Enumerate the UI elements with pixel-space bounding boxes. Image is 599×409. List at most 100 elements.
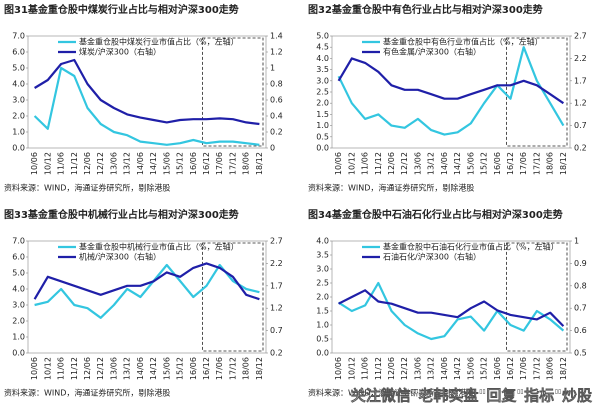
y-tick-label: 3.0 [316,265,329,274]
y2-tick-label: 0.6 [574,326,587,335]
x-tick-label: 11/06 [57,357,66,380]
y-tick-label: 4.0 [316,237,329,246]
x-tick-label: 10/12 [347,357,356,380]
x-tick-label: 14/12 [149,357,158,380]
y-tick-label: 1.0 [12,333,25,342]
x-tick-label: 10/12 [43,357,52,380]
x-tick-label: 14/12 [453,152,462,175]
x-tick-label: 12/06 [83,357,92,380]
x-tick-label: 13/06 [109,357,118,380]
x-tick-label: 18/12 [559,357,568,380]
y-tick-label: 1.0 [316,321,329,330]
y2-tick-label: 1.2 [574,99,587,108]
watermark: 关注微信"老韩实盘"回复"指标"炒股 [351,387,593,405]
x-tick-label: 17/06 [215,357,224,380]
x-tick-label: 11/12 [70,357,79,380]
x-tick-label: 15/06 [466,152,475,175]
y2-tick-label: 2.7 [574,32,587,41]
x-tick-label: 10/12 [347,152,356,175]
x-tick-label: 16/06 [493,357,502,380]
legend-label: 基金重仓股中有色行业市值占比（%，左轴） [383,37,543,47]
y2-tick-label: 2.7 [270,237,283,246]
x-tick-label: 15/06 [162,357,171,380]
series-line [337,57,565,105]
y-tick-label: 0.5 [316,132,329,141]
series-line [34,58,260,126]
x-tick-label: 11/06 [361,357,370,380]
x-tick-label: 17/06 [215,152,224,175]
y2-tick-label: 1 [270,64,275,73]
y-tick-label: 4.0 [12,80,25,89]
y2-tick-label: 1.2 [270,48,283,57]
x-tick-label: 12/12 [400,152,409,175]
y2-tick-label: 0.2 [270,349,283,358]
x-tick-label: 14/12 [453,357,462,380]
x-tick-label: 12/12 [96,152,105,175]
y-tick-label: 2.5 [316,88,329,97]
x-tick-label: 13/12 [123,357,132,380]
x-tick-label: 17/06 [519,152,528,175]
x-tick-label: 11/12 [70,152,79,175]
x-tick-label: 18/06 [546,357,555,380]
x-tick-label: 12/12 [400,357,409,380]
highlight-box [202,242,264,352]
x-tick-label: 12/12 [96,357,105,380]
legend-label: 机械/沪深300（右轴） [79,252,161,262]
x-tick-label: 16/12 [202,152,211,175]
legend-label: 石油石化/沪深300（右轴） [383,252,481,262]
x-tick-label: 18/12 [559,152,568,175]
x-tick-label: 12/06 [387,152,396,175]
y-tick-label: 5.0 [316,32,329,41]
x-tick-label: 16/06 [189,152,198,175]
y-tick-label: 4.0 [12,285,25,294]
series-line [338,281,565,341]
y-tick-label: 4.0 [316,54,329,63]
chart-title: 图32基金重仓股中有色行业占比与相对沪深300走势 [308,3,543,16]
y-tick-label: 3.0 [12,301,25,310]
highlight-box [202,37,264,147]
y2-tick-label: 1.7 [270,281,283,290]
x-tick-label: 13/06 [109,152,118,175]
source-note: 资料来源：WIND，海通证券研究所，剔除港股 [4,388,170,398]
x-tick-label: 11/06 [361,152,370,175]
y-tick-label: 3.5 [316,65,329,74]
x-tick-label: 17/12 [532,357,541,380]
chart-title: 图33基金重仓股中机械行业占比与相对沪深300走势 [4,208,239,221]
chart-title: 图34基金重仓股中石油石化行业占比与相对沪深300走势 [308,208,563,221]
series-line [337,46,565,136]
x-tick-label: 13/06 [413,152,422,175]
x-tick-label: 18/06 [242,152,251,175]
y-tick-label: 5.0 [12,269,25,278]
source-note: 资料来源：WIND，海通证券研究所，剔除港股 [4,183,170,193]
y-tick-label: 1.5 [316,307,329,316]
x-tick-label: 13/12 [123,152,132,175]
y-tick-label: 2.0 [12,112,25,121]
x-tick-label: 17/12 [532,152,541,175]
x-tick-label: 14/12 [149,152,158,175]
y-tick-label: 2.5 [316,279,329,288]
x-tick-label: 12/06 [387,357,396,380]
x-tick-label: 16/12 [202,357,211,380]
y2-tick-label: 1.2 [270,304,283,313]
x-tick-label: 15/12 [480,357,489,380]
legend-label: 煤炭/沪深300（右轴） [79,47,161,57]
x-tick-label: 17/12 [228,357,237,380]
x-tick-label: 18/06 [546,152,555,175]
y-tick-label: 3.0 [316,76,329,85]
source-note: 资料来源：WIND，海通证券研究所，剔除港股 [308,388,474,398]
highlight-box [506,242,568,352]
x-tick-label: 15/06 [162,152,171,175]
y-tick-label: 0.5 [316,335,329,344]
x-tick-label: 18/12 [255,152,264,175]
x-tick-label: 18/12 [255,357,264,380]
y2-tick-label: 0.6 [270,96,283,105]
legend-label: 基金重仓股中机械行业市值占比（%，左轴） [79,242,239,252]
panel-bg [0,0,295,200]
series-line [33,262,260,301]
x-tick-label: 10/12 [43,152,52,175]
y2-tick-label: 1.7 [574,76,587,85]
series-line [33,66,260,146]
y-tick-label: 6.0 [12,48,25,57]
y-tick-label: 7.0 [12,237,25,246]
